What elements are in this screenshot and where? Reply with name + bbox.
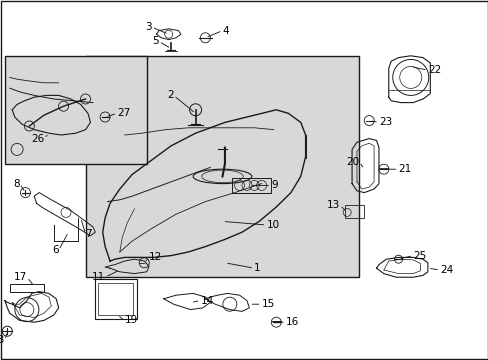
Text: 15: 15	[261, 299, 274, 309]
Bar	[10, 284, 44, 292]
Text: 23: 23	[378, 117, 391, 127]
Text: 1: 1	[254, 263, 261, 273]
Text: 3: 3	[144, 22, 151, 32]
Text: 16: 16	[285, 317, 299, 327]
Bar	[344, 205, 364, 218]
Text: 6: 6	[52, 245, 59, 255]
Text: 27: 27	[117, 108, 130, 118]
Text: 21: 21	[398, 164, 411, 174]
Text: 10: 10	[266, 220, 279, 230]
Text: 18: 18	[0, 335, 5, 345]
Bar	[232, 178, 271, 193]
Text: 26: 26	[31, 134, 44, 144]
Bar	[98, 283, 133, 315]
Text: 17: 17	[14, 272, 27, 282]
Text: 13: 13	[326, 200, 339, 210]
Text: 8: 8	[13, 179, 20, 189]
Bar	[5, 56, 146, 164]
Text: 20: 20	[346, 157, 359, 167]
Text: 22: 22	[427, 65, 440, 75]
Text: 5: 5	[152, 36, 159, 46]
Text: 25: 25	[412, 251, 426, 261]
Text: 2: 2	[166, 90, 173, 100]
Text: 14: 14	[200, 296, 213, 306]
Bar	[85, 56, 359, 277]
Text: 19: 19	[124, 315, 138, 325]
Text: 11: 11	[92, 272, 105, 282]
Text: 24: 24	[439, 265, 452, 275]
Bar	[95, 279, 137, 319]
Text: 9: 9	[271, 180, 278, 190]
Text: 7: 7	[85, 229, 92, 239]
Text: 4: 4	[222, 26, 229, 36]
Text: 12: 12	[149, 252, 162, 262]
